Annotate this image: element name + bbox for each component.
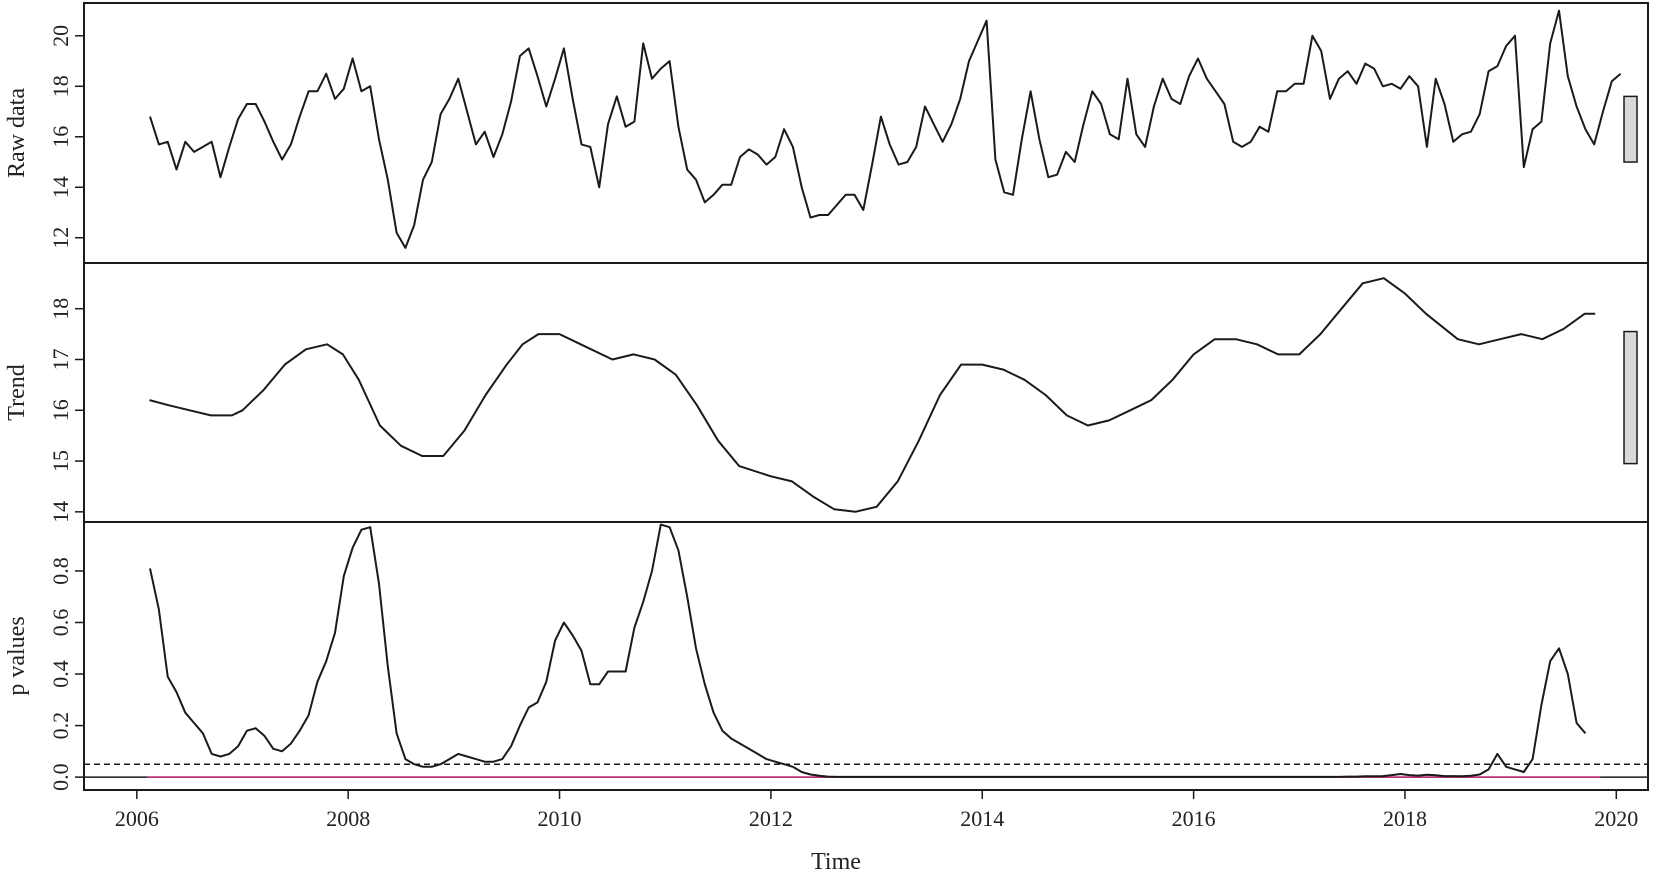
series-line-pvalues: [149, 523, 1587, 778]
y-tick-label-raw: 16: [48, 126, 73, 148]
y-axis-title-raw: Raw data: [4, 88, 30, 178]
y-tick-label-pvalues: 0.8: [48, 557, 73, 585]
panel-raw: 12 14 16 18 20 Raw data: [4, 2, 1649, 264]
x-tick-label: 2014: [960, 806, 1004, 831]
series-line-raw: [149, 9, 1622, 249]
y-tick-label-pvalues: 0.0: [48, 763, 73, 791]
range-bar-raw: [1623, 95, 1638, 163]
x-tick-label: 2006: [115, 806, 159, 831]
y-tick-label-raw: 20: [48, 25, 73, 47]
x-tick-label: 2010: [538, 806, 582, 831]
panel-frame-raw: [83, 2, 1649, 264]
x-axis-title: Time: [811, 849, 861, 875]
y-tick-label-pvalues: 0.2: [48, 712, 73, 740]
x-tick-label: 2020: [1594, 806, 1638, 831]
x-tick-label: 2016: [1172, 806, 1216, 831]
y-tick-label-pvalues: 0.6: [48, 609, 73, 637]
y-tick-label-trend: 15: [48, 450, 73, 472]
y-tick-label-trend: 18: [48, 298, 73, 320]
x-tick-label: 2008: [326, 806, 370, 831]
y-tick-label-raw: 18: [48, 75, 73, 97]
y-tick-label-raw: 14: [48, 176, 73, 198]
y-tick-label-trend: 16: [48, 399, 73, 421]
y-axis-title-pvalues: p values: [4, 616, 30, 695]
y-tick-label-trend: 14: [48, 501, 73, 523]
panel-pvalues: 0.0 0.2 0.4 0.6 0.8 p values: [4, 521, 1649, 791]
x-tick-label: 2012: [749, 806, 793, 831]
y-tick-label-raw: 12: [48, 227, 73, 249]
y-tick-label-pvalues: 0.4: [48, 660, 73, 688]
y-tick-label-trend: 17: [48, 348, 73, 370]
panel-frame-pvalues: [83, 521, 1649, 791]
range-bar-trend: [1623, 330, 1638, 465]
series-line-trend: [149, 277, 1596, 513]
x-tick-label: 2018: [1383, 806, 1427, 831]
y-axis-title-trend: Trend: [4, 364, 30, 420]
panel-trend: 14 15 16 17 18 Trend: [4, 262, 1649, 523]
